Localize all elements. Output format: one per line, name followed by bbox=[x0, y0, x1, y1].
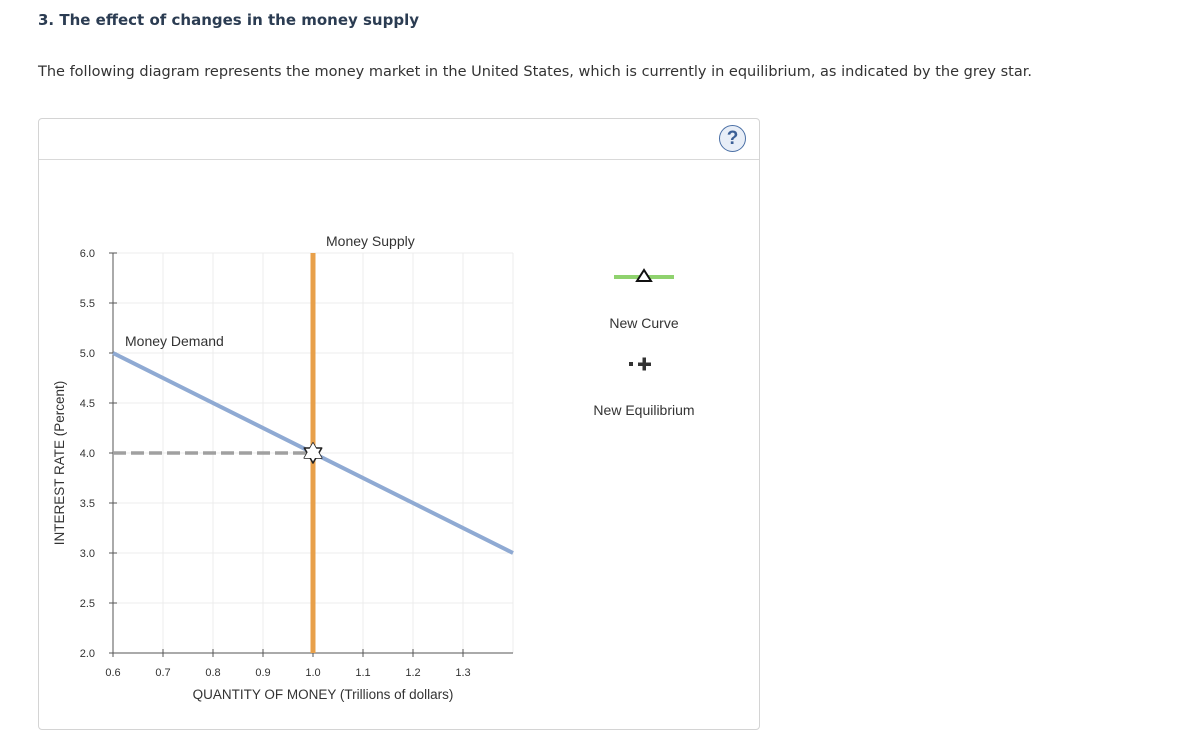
y-tick-label: 2.0 bbox=[80, 648, 95, 660]
new-equilibrium-plus-icon-v[interactable] bbox=[642, 357, 647, 371]
y-tick-label: 2.5 bbox=[80, 598, 95, 610]
y-tick-label: 3.0 bbox=[80, 548, 95, 560]
x-tick-label: 0.9 bbox=[255, 667, 270, 679]
graph-panel: ? 2.0 2.5 3.0 3.5 4.0 4.5 5.0 5.5 6.0 0.6 0.7 0.8 0.… bbox=[38, 118, 760, 730]
question-text: The following diagram represents the mon… bbox=[38, 64, 1032, 80]
x-tick-label: 0.7 bbox=[155, 667, 170, 679]
y-tick-label: 4.0 bbox=[80, 448, 95, 460]
x-tick-label: 1.1 bbox=[355, 667, 370, 679]
new-equilibrium-dot[interactable] bbox=[629, 362, 633, 366]
x-tick-label: 1.0 bbox=[305, 667, 320, 679]
y-tick-label: 6.0 bbox=[80, 248, 95, 260]
money-demand-label: Money Demand bbox=[125, 333, 224, 349]
equilibrium-star-fill bbox=[304, 443, 322, 458]
new-curve-tool-triangle-icon[interactable] bbox=[635, 268, 653, 282]
panel-header: ? bbox=[39, 119, 759, 160]
money-supply-label: Money Supply bbox=[326, 233, 415, 249]
x-tick-label: 1.3 bbox=[455, 667, 470, 679]
x-tick-label: 0.8 bbox=[205, 667, 220, 679]
question-title: 3. The effect of changes in the money su… bbox=[38, 11, 420, 29]
x-tick-label: 1.2 bbox=[405, 667, 420, 679]
help-icon[interactable]: ? bbox=[719, 125, 746, 152]
y-tick-label: 3.5 bbox=[80, 498, 95, 510]
new-equilibrium-label: New Equilibrium bbox=[593, 402, 694, 418]
y-tick-label: 4.5 bbox=[80, 398, 95, 410]
x-axis-label: QUANTITY OF MONEY (Trillions of dollars) bbox=[193, 687, 454, 702]
y-tick-label: 5.0 bbox=[80, 348, 95, 360]
y-tick-label: 5.5 bbox=[80, 298, 95, 310]
new-curve-label: New Curve bbox=[609, 315, 678, 331]
x-tick-label: 0.6 bbox=[105, 667, 120, 679]
money-market-chart: 2.0 2.5 3.0 3.5 4.0 4.5 5.0 5.5 6.0 0.6 0.7 0.8 0.9 1… bbox=[52, 233, 695, 702]
y-axis-label: INTEREST RATE (Percent) bbox=[52, 381, 67, 546]
